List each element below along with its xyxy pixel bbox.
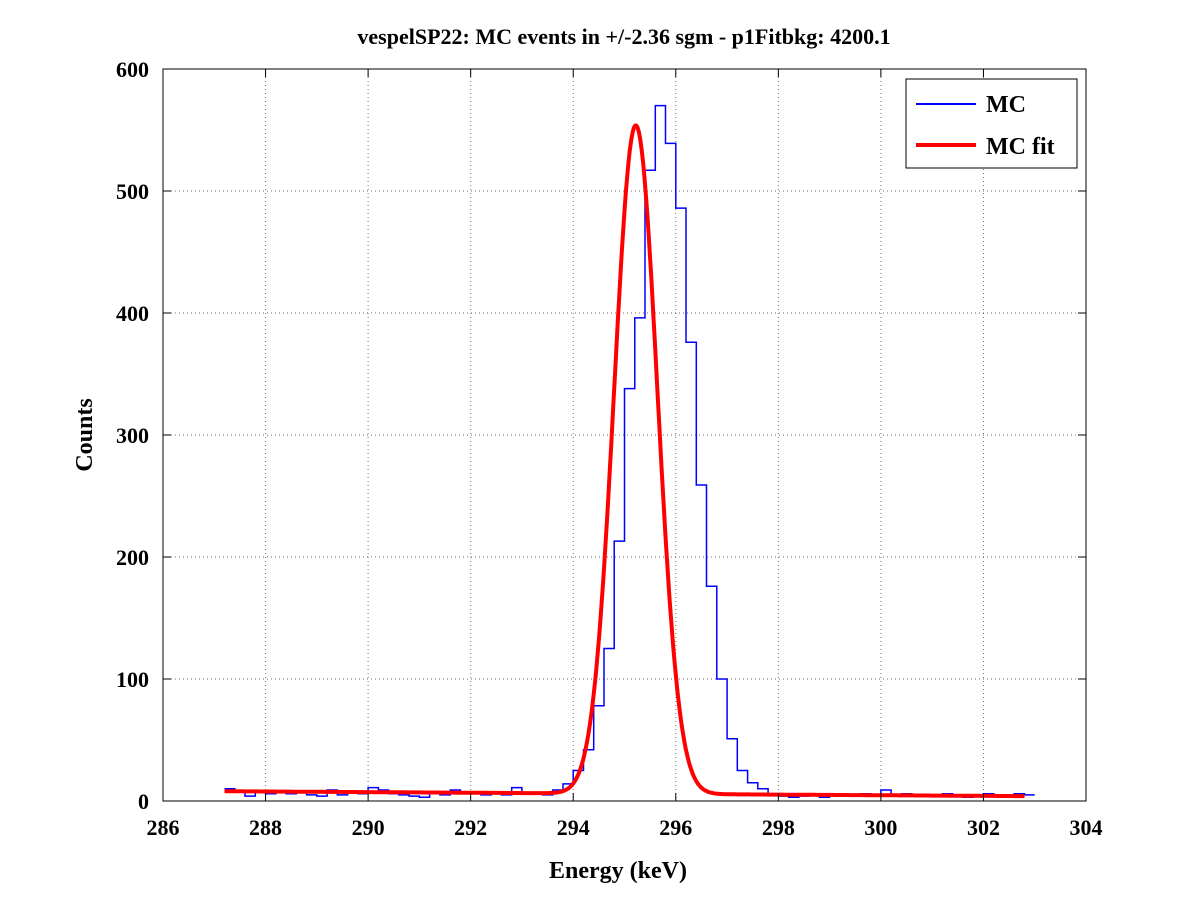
series-mc-fit [223,123,1026,799]
y-tick-label: 500 [116,179,149,204]
x-tick-label: 300 [864,815,897,840]
x-tick-label: 290 [352,815,385,840]
y-tick-label: 0 [138,789,149,814]
y-tick-label: 600 [116,57,149,82]
x-tick-label: 296 [659,815,692,840]
tick-labels: 286 288 290 292 294 296 298 300 302 304 0 100 200 300… [116,57,1103,840]
x-tick-label: 304 [1070,815,1103,840]
legend: MC MC fit [905,78,1078,169]
x-tick-label: 302 [967,815,1000,840]
x-axis-label: Energy (keV) [549,858,687,884]
ticks [162,68,1087,802]
legend-label-mc: MC [986,92,1026,118]
chart-title: vespelSP22: MC events in +/-2.36 sgm - p… [357,24,890,49]
y-tick-label: 100 [116,667,149,692]
x-tick-label: 286 [147,815,180,840]
y-tick-label: 200 [116,545,149,570]
y-tick-label: 300 [116,423,149,448]
x-tick-label: 292 [454,815,487,840]
legend-label-mc-fit: MC fit [986,134,1055,160]
y-tick-label: 400 [116,301,149,326]
x-tick-label: 298 [762,815,795,840]
legend-box [905,78,1078,169]
y-axis-label: Counts [72,398,98,471]
series-layer [223,104,1035,799]
x-tick-label: 294 [557,815,590,840]
x-tick-label: 288 [249,815,282,840]
